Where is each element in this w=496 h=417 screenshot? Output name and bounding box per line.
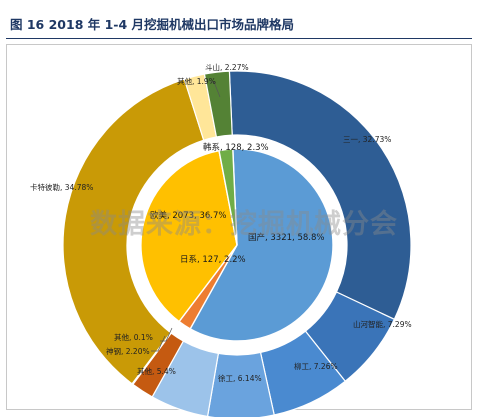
- outer-label-caterpillar: 卡特彼勒, 34.78%: [30, 182, 93, 192]
- figure-title: 图 16 2018 年 1-4 月挖掘机械出口市场品牌格局: [10, 17, 295, 32]
- outer-label-xugong: 徐工, 6.14%: [218, 373, 262, 383]
- leader-kobelco: [151, 335, 166, 352]
- outer-label-shanhe: 山河智能, 7.29%: [353, 319, 412, 329]
- outer-label-other-western: 其他, 1.9%: [177, 76, 216, 86]
- inner-label-oumei: 欧美, 2073, 36.7%: [150, 210, 226, 221]
- watermark: 数据来源：挖掘机械分会: [90, 208, 398, 240]
- outer-slice-9: [203, 70, 233, 138]
- inner-slice-国产: [189, 148, 334, 342]
- leader-other-japan: [160, 327, 173, 342]
- outer-slice-0: [228, 70, 412, 321]
- inner-label-hanxi: 韩系, 128, 2.3%: [203, 142, 269, 153]
- outer-label-sany: 三一, 32.73%: [343, 135, 391, 144]
- inner-slice-韩系: [218, 148, 238, 246]
- inner-label-rixi: 日系, 127, 2.2%: [180, 254, 246, 265]
- title-divider: [6, 38, 472, 39]
- outer-label-doosan: 斗山, 2.27%: [205, 62, 249, 72]
- outer-slice-7: [62, 78, 205, 385]
- inner-label-guochan: 国产, 3321, 58.8%: [248, 232, 324, 243]
- outer-label-other-domestic: 其他, 5.4%: [137, 366, 176, 376]
- inner-pie: [140, 148, 334, 342]
- outer-label-kobelco: 神钢, 2.20%: [106, 346, 150, 356]
- leader-other-western: [210, 81, 221, 98]
- leader-lines: [151, 81, 221, 352]
- inner-slice-欧美: [140, 149, 238, 323]
- outer-ring: [62, 70, 412, 417]
- outer-label-liugong: 柳工, 7.26%: [294, 361, 338, 371]
- outer-label-other-japan: 其他, 0.1%: [114, 332, 153, 342]
- slice-labels: 国产, 3321, 58.8%日系, 127, 2.2% 欧美, 2073, 36…: [30, 62, 412, 383]
